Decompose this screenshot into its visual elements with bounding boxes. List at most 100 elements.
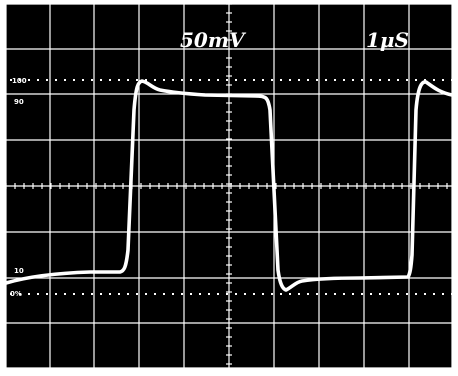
reference-dot (217, 293, 219, 295)
reference-dot (235, 79, 237, 81)
reference-dot (46, 293, 48, 295)
reference-dot (343, 293, 345, 295)
reference-dot (82, 293, 84, 295)
reference-dot (379, 293, 381, 295)
reference-dot (451, 293, 453, 295)
reference-dot (208, 79, 210, 81)
reference-dot (136, 293, 138, 295)
reference-dot (37, 79, 39, 81)
reference-dot (28, 293, 30, 295)
reference-dot (316, 79, 318, 81)
reference-dot (406, 293, 408, 295)
reference-dot (442, 79, 444, 81)
reference-dot (91, 293, 93, 295)
reference-dot (280, 79, 282, 81)
reference-dot (361, 293, 363, 295)
center-axis-ticks (5, 3, 448, 365)
reference-dot (244, 79, 246, 81)
reference-dot (190, 293, 192, 295)
reference-dot (307, 79, 309, 81)
reference-dot (55, 79, 57, 81)
reference-dot (10, 293, 12, 295)
reference-dot (451, 79, 453, 81)
square-wave-trace (4, 79, 454, 292)
reference-dot (172, 79, 174, 81)
reference-dot (199, 79, 201, 81)
reference-dot (379, 79, 381, 81)
reference-dot (424, 293, 426, 295)
reference-dot (415, 79, 417, 81)
reference-dot (253, 79, 255, 81)
reference-dot (37, 293, 39, 295)
reference-dot (307, 293, 309, 295)
reference-dot (145, 79, 147, 81)
reference-dot (73, 79, 75, 81)
reference-dot (163, 79, 165, 81)
reference-dot (325, 79, 327, 81)
reference-dot (100, 293, 102, 295)
reference-dotted-lines (10, 79, 453, 295)
reference-dot (262, 293, 264, 295)
scale-label-100: 100 (12, 77, 27, 85)
reference-dot (397, 79, 399, 81)
reference-dot (118, 79, 120, 81)
reference-dot (73, 293, 75, 295)
reference-dot (370, 79, 372, 81)
reference-dot (433, 79, 435, 81)
volts-per-div-label: 50mV (180, 28, 247, 52)
reference-dot (109, 293, 111, 295)
scale-label-10: 10 (14, 267, 24, 275)
reference-dot (10, 79, 12, 81)
reference-dot (127, 293, 129, 295)
reference-dot (289, 293, 291, 295)
reference-dot (19, 293, 21, 295)
reference-dot (19, 79, 21, 81)
reference-dot (406, 79, 408, 81)
reference-dot (163, 293, 165, 295)
reference-dot (145, 293, 147, 295)
reference-dot (136, 79, 138, 81)
reference-dot (217, 79, 219, 81)
reference-dot (343, 79, 345, 81)
reference-dot (199, 293, 201, 295)
reference-dot (316, 293, 318, 295)
reference-dot (190, 79, 192, 81)
reference-dot (388, 79, 390, 81)
reference-dot (118, 293, 120, 295)
reference-dot (424, 79, 426, 81)
reference-dot (397, 293, 399, 295)
reference-dot (28, 79, 30, 81)
reference-dot (91, 79, 93, 81)
reference-dot (100, 79, 102, 81)
reference-dot (82, 79, 84, 81)
reference-dot (262, 79, 264, 81)
reference-dot (181, 79, 183, 81)
reference-dot (388, 293, 390, 295)
reference-dot (127, 79, 129, 81)
reference-dot (253, 293, 255, 295)
reference-dot (433, 293, 435, 295)
scale-label-0: 0% (10, 290, 22, 298)
reference-dot (46, 79, 48, 81)
reference-dot (442, 293, 444, 295)
reference-dot (154, 79, 156, 81)
reference-dot (244, 293, 246, 295)
reference-dot (289, 79, 291, 81)
reference-dot (235, 293, 237, 295)
reference-dot (172, 293, 174, 295)
reference-dot (298, 79, 300, 81)
reference-dot (325, 293, 327, 295)
reference-dot (352, 293, 354, 295)
reference-dot (226, 293, 228, 295)
reference-dot (334, 79, 336, 81)
reference-dot (64, 79, 66, 81)
reference-dot (271, 293, 273, 295)
reference-dot (280, 293, 282, 295)
reference-dot (64, 293, 66, 295)
reference-dot (298, 293, 300, 295)
reference-dot (208, 293, 210, 295)
scale-label-90: 90 (14, 98, 24, 106)
reference-dot (361, 79, 363, 81)
reference-dot (334, 293, 336, 295)
